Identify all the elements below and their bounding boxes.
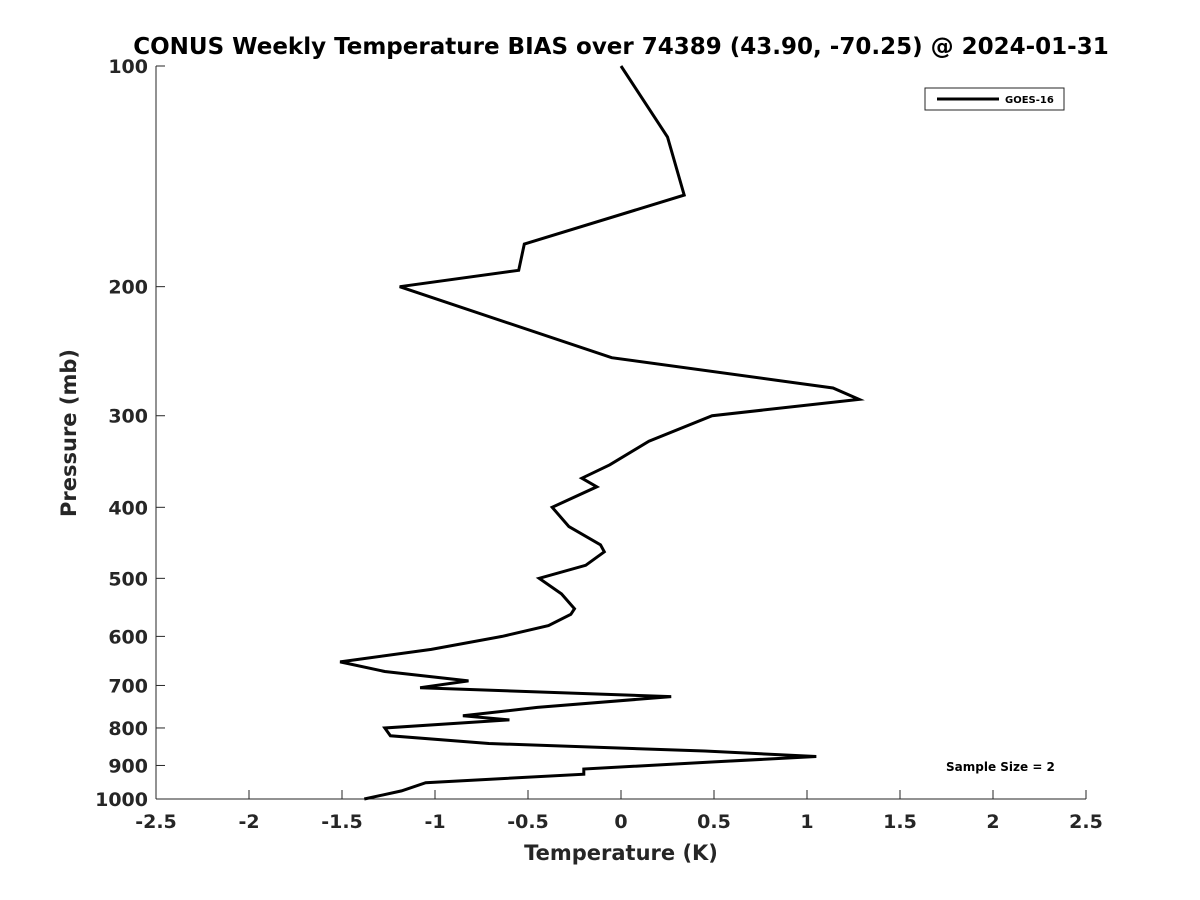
y-tick-label: 100 [108, 56, 148, 78]
x-tick-label: -0.5 [507, 811, 549, 833]
chart-title: CONUS Weekly Temperature BIAS over 74389… [133, 34, 1108, 60]
x-tick-label: 0.5 [697, 811, 731, 833]
x-tick-label: 1.5 [883, 811, 917, 833]
y-tick-label: 300 [108, 406, 148, 428]
x-tick-label: -1.5 [321, 811, 363, 833]
x-tick-label: 2 [986, 811, 999, 833]
x-tick-label: -1 [424, 811, 445, 833]
y-tick-label: 900 [108, 755, 148, 777]
x-axis-label: Temperature (K) [524, 841, 718, 865]
plot-area: -2.5 -2 -1.5 -1 -0.5 0 0.5 1 1.5 2 2.5 100 200 300 40… [95, 56, 1103, 833]
y-tick-label: 400 [108, 497, 148, 519]
y-tick-label: 800 [108, 718, 148, 740]
x-tick-label: 2.5 [1069, 811, 1103, 833]
y-tick-label: 200 [108, 277, 148, 299]
x-tick-label: -2.5 [135, 811, 177, 833]
legend-label-goes-16: GOES-16 [1005, 95, 1054, 106]
y-tick-label: 500 [108, 568, 148, 590]
series-line-goes-16 [339, 65, 865, 801]
sample-size-annotation: Sample Size = 2 [946, 760, 1055, 774]
series-layer [339, 65, 865, 801]
x-ticks: -2.5 -2 -1.5 -1 -0.5 0 0.5 1 1.5 2 2.5 [135, 790, 1103, 833]
y-tick-label: 1000 [95, 789, 148, 811]
y-tick-label: 700 [108, 675, 148, 697]
y-axis-label: Pressure (mb) [57, 349, 81, 517]
x-tick-label: 0 [614, 811, 627, 833]
x-tick-label: 1 [800, 811, 813, 833]
x-tick-label: -2 [238, 811, 259, 833]
y-ticks: 100 200 300 400 500 600 700 800 900 1000 [95, 56, 165, 811]
legend: GOES-16 [924, 87, 1065, 111]
y-tick-label: 600 [108, 626, 148, 648]
